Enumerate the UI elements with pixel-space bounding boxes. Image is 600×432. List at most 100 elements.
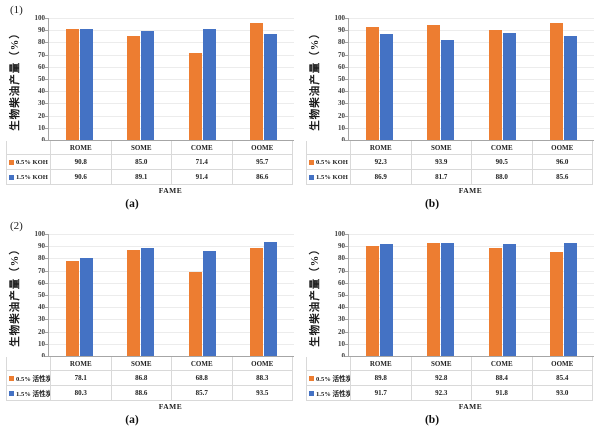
gridline — [49, 115, 294, 117]
value-cell: 90.5 — [471, 155, 532, 169]
y-axis-tick-label: 80 — [338, 254, 345, 263]
bar-oome-series1 — [249, 23, 263, 140]
y-axis-tick-label: 70 — [38, 50, 45, 59]
y-axis-tick-mark — [345, 234, 349, 235]
value-cell: 91.7 — [350, 386, 411, 400]
bar-rome-series2 — [380, 244, 394, 356]
gridline — [49, 42, 294, 44]
category-header: SOME — [410, 357, 472, 370]
table-header-row: ROME SOME COME OOME — [307, 357, 592, 370]
x-axis-title: FAME — [158, 402, 183, 411]
bar-come-series2 — [502, 32, 516, 140]
gridline — [349, 103, 594, 105]
gridline — [49, 18, 294, 19]
category-header: OOME — [531, 357, 593, 370]
panel-number-label: (1) — [10, 4, 23, 16]
value-cell: 80.3 — [50, 386, 111, 400]
subfigure-caption: (a) — [125, 414, 139, 426]
y-axis-tick-mark — [345, 115, 349, 117]
y-axis-tick-mark — [45, 356, 49, 357]
gridline — [349, 18, 594, 19]
gridline — [49, 343, 294, 345]
bar-some-series2 — [441, 40, 455, 140]
y-axis-tick-label: 80 — [338, 38, 345, 47]
y-axis-tick-mark — [45, 54, 49, 56]
y-axis-tick-mark — [45, 66, 49, 68]
legend-item: 1.5% KOH — [7, 170, 50, 184]
y-axis-tick-mark — [45, 103, 49, 105]
data-table: ROME SOME COME OOME 0.5% 活性炭 89.8 92.8 88.4 85.4… — [306, 357, 593, 401]
y-axis-tick-label: 0 — [41, 136, 46, 144]
chart-panel-2b: 生物柴油产量（%） 0 10 20 30 40 50 60 70 80 90 100 ROME SOME C… — [300, 216, 600, 432]
y-axis-tick-label: 50 — [338, 291, 345, 299]
legend-color-swatch — [9, 159, 14, 165]
y-axis-tick-label: 100 — [334, 230, 346, 238]
table-data-row-series1: 0.5% 活性炭 78.1 86.8 68.8 88.3 — [7, 370, 292, 385]
value-cell: 78.1 — [50, 371, 111, 385]
table-header-row: ROME SOME COME OOME — [7, 357, 292, 370]
gridline — [49, 282, 294, 284]
y-axis-tick-label: 20 — [38, 327, 45, 336]
y-axis-tick-mark — [45, 42, 49, 44]
bar-rome-series2 — [380, 33, 394, 140]
y-axis-tick-label: 30 — [338, 99, 345, 108]
bar-some-series1 — [127, 36, 141, 140]
legend-header-cell — [7, 141, 50, 154]
value-cell: 96.0 — [531, 155, 593, 169]
bar-come-series2 — [502, 244, 516, 356]
value-cell: 90.6 — [50, 170, 111, 184]
gridline — [49, 54, 294, 56]
y-axis-tick-label: 90 — [38, 26, 45, 35]
bar-come-series1 — [188, 52, 202, 140]
panel-number-label: (2) — [10, 220, 23, 232]
y-axis-tick-label: 30 — [38, 315, 45, 324]
gridline — [49, 79, 294, 80]
gridline — [349, 270, 594, 272]
chart-panel-1b: 生物柴油产量（%） 0 10 20 30 40 50 60 70 80 90 100 ROME SOME C… — [300, 0, 600, 216]
legend-color-swatch — [309, 390, 314, 396]
y-axis-tick-mark — [345, 66, 349, 68]
gridline — [49, 307, 294, 309]
value-cell: 88.0 — [471, 170, 532, 184]
bar-come-series1 — [188, 272, 202, 356]
bar-oome-series2 — [563, 35, 577, 140]
legend-color-swatch — [309, 174, 314, 180]
category-header: COME — [471, 357, 532, 370]
x-axis-title: FAME — [158, 186, 183, 195]
gridline — [349, 331, 594, 333]
legend-color-swatch — [309, 375, 314, 381]
legend-item: 0.5% 活性炭 — [307, 371, 350, 385]
y-axis-tick-label: 100 — [34, 230, 46, 238]
y-axis-tick-mark — [45, 30, 49, 32]
subfigure-caption: (b) — [424, 414, 440, 426]
y-axis-tick-mark — [45, 319, 49, 321]
category-header: COME — [471, 141, 532, 154]
data-table: ROME SOME COME OOME 0.5% KOH 92.3 93.9 90.5 96.0… — [306, 141, 593, 185]
legend-label: 0.5% KOH — [16, 158, 48, 166]
value-cell: 86.6 — [231, 170, 293, 184]
legend-item: 1.5% KOH — [307, 170, 350, 184]
chart-panel-1a: (1) 生物柴油产量（%） 0 10 20 30 40 50 60 70 80 90 100 ROME SO… — [0, 0, 300, 216]
y-axis-tick-mark — [45, 295, 49, 296]
y-axis-tick-mark — [345, 18, 349, 19]
gridline — [49, 103, 294, 105]
gridline — [349, 66, 594, 68]
category-header: ROME — [350, 141, 411, 154]
plot-area — [345, 234, 594, 357]
y-axis-tick-mark — [345, 246, 349, 248]
y-axis-tick-mark — [45, 140, 49, 141]
y-axis-tick-label: 80 — [38, 254, 45, 263]
legend-item: 1.5% 活性炭 — [7, 386, 50, 400]
gridline — [349, 127, 594, 129]
bar-oome-series2 — [263, 34, 277, 140]
y-axis-tick-mark — [345, 270, 349, 272]
y-axis-tick-label: 40 — [338, 303, 345, 312]
y-axis-tick-mark — [45, 270, 49, 272]
y-axis-tick-label: 0 — [341, 136, 346, 144]
y-axis-tick-label: 0 — [41, 352, 46, 360]
value-cell: 93.5 — [231, 386, 293, 400]
legend-label: 0.5% KOH — [316, 158, 348, 166]
bar-oome-series1 — [549, 251, 563, 356]
value-cell: 85.6 — [531, 170, 593, 184]
bar-rome-series2 — [80, 258, 94, 356]
